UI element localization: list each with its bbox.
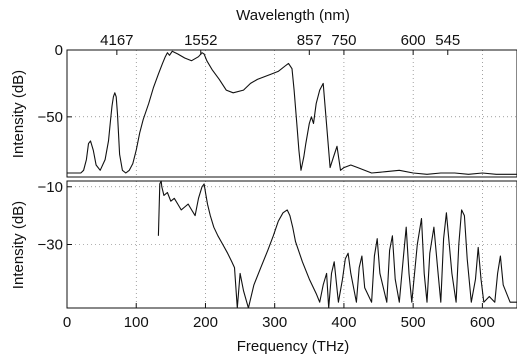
top-tick-label: 545	[435, 32, 460, 49]
top-tick-label: 1552	[184, 32, 217, 49]
x-tick-label: 600	[470, 314, 495, 331]
bottom-panel: −10 −30 0 100 200 300 400 500 600	[38, 179, 517, 331]
axes-frame-top	[66, 49, 517, 178]
top-tick-label: 857	[297, 32, 322, 49]
y-tick-label: 0	[55, 42, 63, 59]
x-axis-label: Frequency (THz)	[237, 338, 350, 355]
x-tick-label: 400	[331, 314, 356, 331]
x-tick-label: 300	[262, 314, 287, 331]
bottom-y-axis-label: Intensity (dB)	[10, 201, 27, 289]
top-tick-label: 750	[331, 32, 356, 49]
top-panel: 0 −50 4167 1552 857 750 600 545	[38, 32, 517, 178]
x-tick-label: 0	[63, 314, 71, 331]
top-y-axis-label: Intensity (dB)	[10, 70, 27, 158]
y-tick-label: −50	[38, 109, 63, 126]
x-tick-label: 100	[124, 314, 149, 331]
top-tick-label: 600	[401, 32, 426, 49]
top-tick-label: 4167	[100, 32, 133, 49]
y-tick-label: −10	[38, 179, 63, 196]
spectrum-trace-bottom	[157, 180, 517, 309]
spectrum-trace-top	[67, 50, 517, 175]
x-tick-label: 500	[401, 314, 426, 331]
top-axis-label: Wavelength (nm)	[236, 7, 350, 24]
x-tick-label: 200	[193, 314, 218, 331]
y-tick-label: −30	[38, 237, 63, 254]
